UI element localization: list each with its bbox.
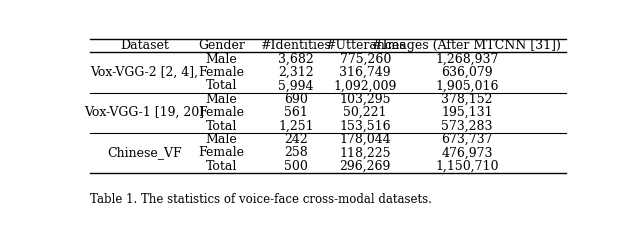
Text: #Images (After MTCNN [31]): #Images (After MTCNN [31]) <box>372 39 561 52</box>
Text: 103,295: 103,295 <box>339 93 391 106</box>
Text: 242: 242 <box>284 133 308 146</box>
Text: 3,682: 3,682 <box>278 53 314 66</box>
Text: 5,994: 5,994 <box>278 79 314 92</box>
Text: 1,251: 1,251 <box>278 120 314 133</box>
Text: Gender: Gender <box>198 39 244 52</box>
Text: 296,269: 296,269 <box>339 160 391 173</box>
Text: Total: Total <box>205 120 237 133</box>
Text: 636,079: 636,079 <box>441 66 493 79</box>
Text: Vox-VGG-2 [2, 4],: Vox-VGG-2 [2, 4], <box>90 66 198 79</box>
Text: 178,044: 178,044 <box>339 133 391 146</box>
Text: 316,749: 316,749 <box>339 66 391 79</box>
Text: Female: Female <box>198 66 244 79</box>
Text: #Utterances: #Utterances <box>325 39 406 52</box>
Text: Male: Male <box>205 93 237 106</box>
Text: Male: Male <box>205 53 237 66</box>
Text: 1,092,009: 1,092,009 <box>333 79 397 92</box>
Text: 378,152: 378,152 <box>441 93 493 106</box>
Text: 476,973: 476,973 <box>441 146 493 159</box>
Text: 258: 258 <box>284 146 308 159</box>
Text: 153,516: 153,516 <box>339 120 391 133</box>
Text: Male: Male <box>205 133 237 146</box>
Text: Chinese_VF: Chinese_VF <box>107 146 182 159</box>
Text: 1,268,937: 1,268,937 <box>435 53 499 66</box>
Text: 195,131: 195,131 <box>441 106 493 119</box>
Text: Table 1. The statistics of voice-face cross-modal datasets.: Table 1. The statistics of voice-face cr… <box>90 193 432 206</box>
Text: 690: 690 <box>284 93 308 106</box>
Text: Total: Total <box>205 160 237 173</box>
Text: 1,150,710: 1,150,710 <box>435 160 499 173</box>
Text: Vox-VGG-1 [19, 20]: Vox-VGG-1 [19, 20] <box>84 106 205 119</box>
Text: 673,737: 673,737 <box>441 133 493 146</box>
Text: 573,283: 573,283 <box>441 120 493 133</box>
Text: 2,312: 2,312 <box>278 66 314 79</box>
Text: Dataset: Dataset <box>120 39 169 52</box>
Text: Total: Total <box>205 79 237 92</box>
Text: 50,221: 50,221 <box>344 106 387 119</box>
Text: #Identities: #Identities <box>260 39 331 52</box>
Text: 500: 500 <box>284 160 308 173</box>
Text: 1,905,016: 1,905,016 <box>435 79 499 92</box>
Text: 775,260: 775,260 <box>339 53 391 66</box>
Text: 118,225: 118,225 <box>339 146 391 159</box>
Text: Female: Female <box>198 146 244 159</box>
Text: 561: 561 <box>284 106 308 119</box>
Text: Female: Female <box>198 106 244 119</box>
